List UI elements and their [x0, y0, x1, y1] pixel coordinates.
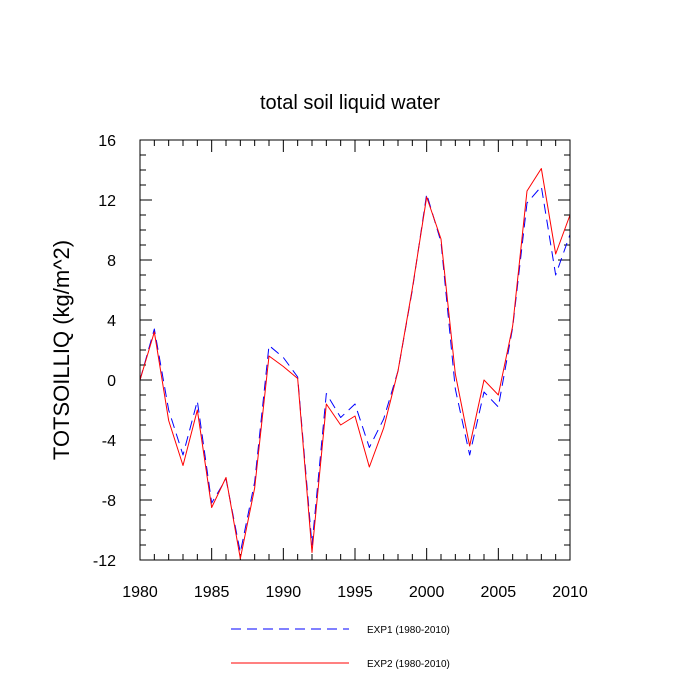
x-tick-label: 2010	[552, 584, 588, 601]
legend: EXP1 (1980-2010) EXP2 (1980-2010)	[231, 625, 450, 670]
chart-title: total soil liquid water	[260, 92, 440, 114]
x-tick-label: 1980	[122, 584, 158, 601]
y-tick-label: -4	[102, 433, 116, 450]
x-tick-label: 2005	[481, 584, 517, 601]
series-line-exp1	[139, 186, 571, 553]
y-axis-label: TOTSOILLIQ (kg/m^2)	[49, 240, 74, 460]
plot-area	[139, 139, 571, 561]
minor-ticks	[140, 140, 570, 560]
y-tick-label: 8	[107, 253, 116, 270]
x-tick-label: 2000	[409, 584, 445, 601]
x-tick-label: 1990	[266, 584, 302, 601]
y-tick-label: 12	[98, 193, 116, 210]
series-line-exp2	[139, 168, 571, 559]
x-tick-labels: 1980 1985 1990 1995 2000 2005 2010	[122, 584, 588, 601]
y-tick-label: 16	[98, 133, 116, 150]
legend-label-exp2: EXP2 (1980-2010)	[367, 659, 450, 670]
x-tick-label: 1995	[337, 584, 373, 601]
x-tick-label: 1985	[194, 584, 230, 601]
plot-frame	[139, 139, 571, 561]
y-tick-label: -12	[93, 553, 116, 570]
y-tick-label: -8	[102, 493, 116, 510]
y-tick-labels: -12 -8 -4 0 4 8 12 16	[93, 133, 116, 570]
major-ticks	[139, 139, 571, 561]
y-tick-label: 4	[107, 313, 116, 330]
y-tick-label: 0	[107, 373, 116, 390]
series-layer	[139, 168, 571, 559]
legend-label-exp1: EXP1 (1980-2010)	[367, 625, 450, 636]
